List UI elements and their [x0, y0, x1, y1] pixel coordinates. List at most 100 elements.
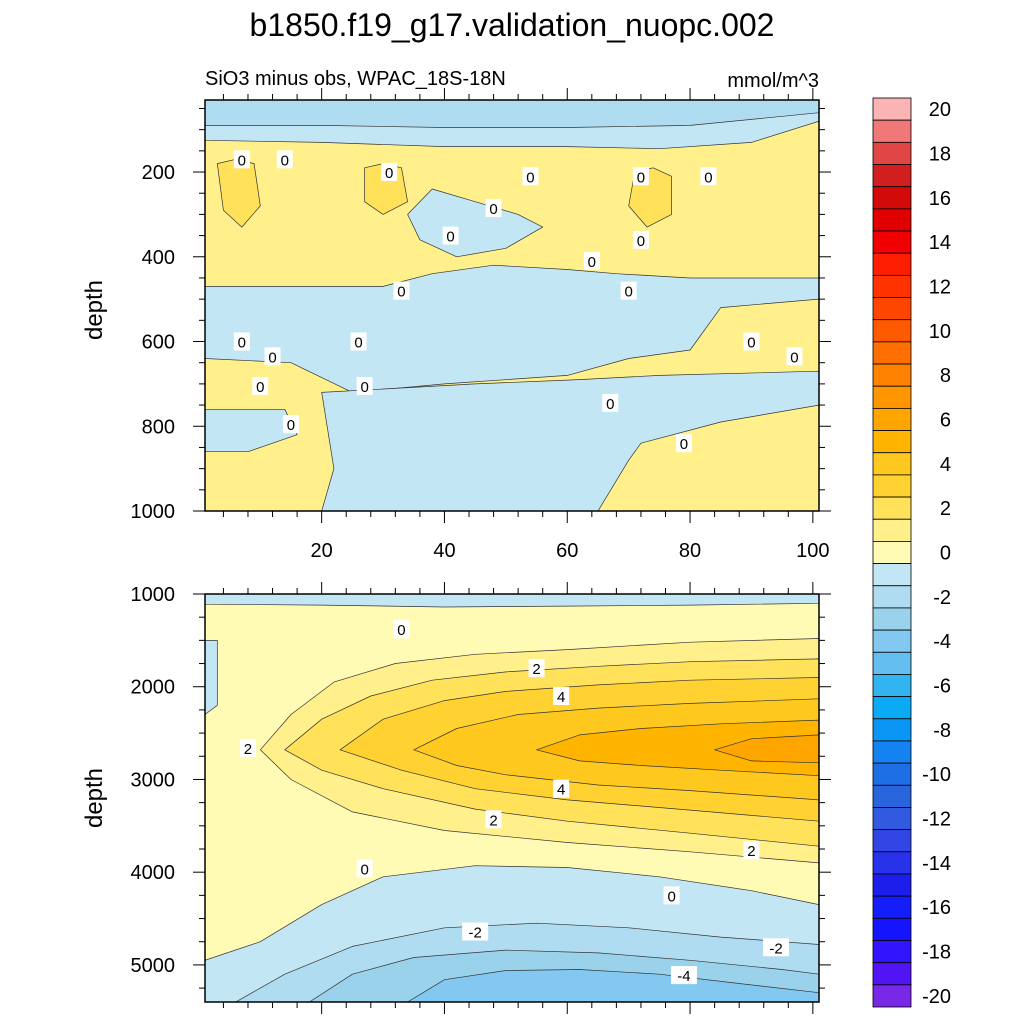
contour-label-background — [602, 393, 619, 412]
contour-label-background — [528, 659, 545, 678]
colorbar-box — [872, 496, 912, 520]
contour-label: 0 — [360, 861, 368, 878]
colorbar-box — [872, 762, 912, 786]
y-tick-label: 5000 — [131, 955, 176, 977]
contour-label-background — [663, 886, 680, 905]
contour-label-background — [620, 281, 637, 300]
colorbar-labels: 20181614121086420-2-4-6-8-10-12-14-16-18… — [922, 99, 951, 1008]
y-tick-label: 200 — [142, 162, 175, 184]
colorbar-box — [872, 962, 912, 986]
colorbar-tick-label: -16 — [922, 897, 951, 919]
colorbar-box — [872, 385, 912, 409]
colorbar-tick-label: -12 — [922, 809, 951, 831]
contour-label: 2 — [747, 843, 755, 860]
contour-label: 0 — [397, 622, 405, 639]
contour-label-background — [264, 347, 281, 366]
contour-region — [321, 370, 819, 511]
colorbar-tick-label: 20 — [929, 99, 951, 121]
colorbar-tick-label: 16 — [929, 188, 951, 210]
contour-label-background — [485, 199, 502, 218]
contour-label: 0 — [360, 379, 368, 396]
colorbar-box — [872, 97, 912, 121]
colorbar-box — [872, 807, 912, 831]
contour-label: 0 — [385, 165, 393, 182]
y-tick-label: 600 — [142, 332, 175, 354]
colorbar-box — [872, 895, 912, 919]
contour-label-background — [276, 150, 293, 169]
contour-label-background — [462, 922, 489, 941]
colorbar-box — [872, 274, 912, 298]
x-tick-label: 60 — [556, 540, 578, 562]
contour-label-background — [670, 966, 697, 985]
colorbar-box — [872, 518, 912, 542]
colorbar-tick-label: 4 — [940, 454, 951, 476]
contour-label-background — [356, 859, 373, 878]
contour-label-background — [743, 332, 760, 351]
colorbar-box — [872, 851, 912, 875]
contour-label: 0 — [637, 169, 645, 186]
contour-label-background — [356, 377, 373, 396]
colorbar-tick-label: -2 — [933, 587, 951, 609]
colorbar-tick-label: 14 — [929, 232, 951, 254]
colorbar-box — [872, 984, 912, 1008]
contour-label-background — [786, 347, 803, 366]
y-tick-label: 4000 — [131, 862, 176, 884]
colorbar-box — [872, 940, 912, 964]
colorbar-box — [872, 363, 912, 387]
contour-region — [205, 640, 218, 715]
contour-label-background — [583, 252, 600, 271]
contour-label-background — [675, 434, 692, 453]
contour-label: 0 — [704, 169, 712, 186]
y-tick-label: 1000 — [131, 584, 176, 606]
contour-region — [205, 100, 819, 128]
colorbar-box — [872, 208, 912, 232]
x-tick-label: 20 — [311, 540, 333, 562]
contour-label: 4 — [557, 689, 565, 706]
colorbar-box — [872, 430, 912, 454]
upper-ylabel: depth — [81, 280, 108, 340]
x-tick-label: 100 — [796, 540, 829, 562]
contour-label-background — [553, 779, 570, 798]
colorbar-box — [872, 784, 912, 808]
contour-label: -2 — [769, 940, 782, 957]
contour-region — [714, 734, 819, 764]
colorbar-box — [872, 474, 912, 498]
colorbar-box — [872, 452, 912, 476]
upper-axes: 20 40 60 80 100 200 400 600 800 1000 — [131, 88, 831, 562]
colorbar-box — [872, 164, 912, 188]
colorbar-box — [872, 407, 912, 431]
contour-label-background — [632, 167, 649, 186]
contour-label-background — [350, 332, 367, 351]
colorbar-tick-label: 0 — [940, 543, 951, 565]
contour-label: 4 — [557, 782, 565, 799]
colorbar-box — [872, 141, 912, 165]
contour-label: 0 — [238, 335, 246, 352]
contour-label-background — [381, 163, 398, 182]
colorbar: 20181614121086420-2-4-6-8-10-12-14-16-18… — [872, 97, 951, 1008]
colorbar-tick-label: -14 — [922, 853, 951, 875]
contour-label: 0 — [268, 349, 276, 366]
contour-label-background — [485, 810, 502, 829]
contour-label: 2 — [532, 661, 540, 678]
colorbar-tick-label: 8 — [940, 365, 951, 387]
colorbar-box — [872, 230, 912, 254]
colorbar-tick-label: 12 — [929, 276, 951, 298]
contour-label-background — [700, 167, 717, 186]
contour-label: 0 — [624, 284, 632, 301]
colorbar-box — [872, 829, 912, 853]
colorbar-box — [872, 563, 912, 587]
colorbar-boxes — [872, 97, 912, 1008]
colorbar-tick-label: -20 — [922, 986, 951, 1008]
contour-label-background — [282, 415, 299, 434]
contour-label-background — [233, 150, 250, 169]
lower-ylabel: depth — [81, 768, 108, 828]
colorbar-box — [872, 696, 912, 720]
contour-label: 0 — [238, 152, 246, 169]
upper-contour-fills — [205, 100, 819, 511]
colorbar-box — [872, 740, 912, 764]
